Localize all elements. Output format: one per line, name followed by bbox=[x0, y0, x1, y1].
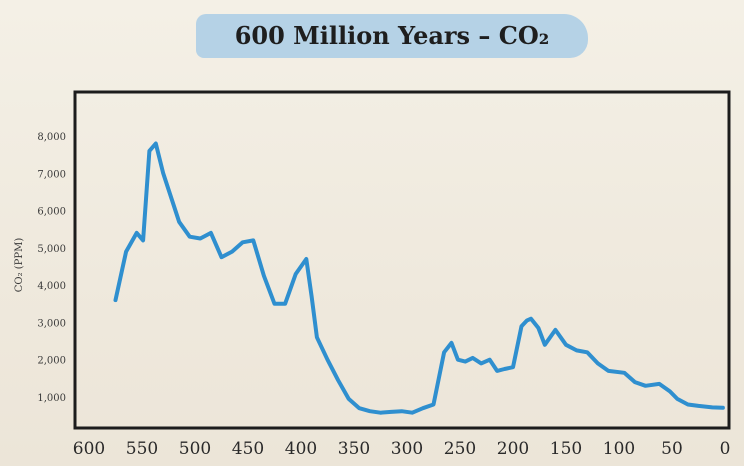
x-tick-label: 50 bbox=[661, 439, 683, 459]
y-tick-label: 1,000 bbox=[37, 393, 66, 404]
co2-series-line bbox=[113, 141, 725, 415]
y-tick-labels: 1,000 2,000 3,000 4,000 5,000 6,000 7,000 8,000 bbox=[37, 132, 66, 404]
x-tick-label: 600 bbox=[73, 439, 105, 459]
x-tick-label: 400 bbox=[285, 439, 317, 459]
y-tick-label: 4,000 bbox=[37, 281, 66, 292]
y-axis-label: CO₂ (PPM) bbox=[14, 238, 25, 293]
x-tick-label: 0 bbox=[720, 439, 731, 459]
chart-title: 600 Million Years – CO₂ bbox=[234, 21, 550, 50]
y-tick-label: 7,000 bbox=[37, 169, 66, 180]
y-tick-label: 6,000 bbox=[37, 207, 66, 218]
plot-frame bbox=[73, 90, 731, 430]
x-tick-label: 500 bbox=[179, 439, 211, 459]
x-tick-label: 350 bbox=[338, 439, 370, 459]
x-tick-label: 150 bbox=[550, 439, 582, 459]
y-tick-label: 5,000 bbox=[37, 244, 66, 255]
y-tick-label: 3,000 bbox=[37, 318, 66, 329]
x-tick-label: 250 bbox=[444, 439, 476, 459]
x-tick-label: 100 bbox=[603, 439, 635, 459]
title-banner bbox=[196, 14, 588, 58]
x-tick-label: 450 bbox=[232, 439, 264, 459]
y-tick-label: 8,000 bbox=[37, 132, 66, 143]
y-tick-label: 2,000 bbox=[37, 356, 66, 367]
x-tick-label: 200 bbox=[497, 439, 529, 459]
x-tick-label: 300 bbox=[391, 439, 423, 459]
x-tick-label: 550 bbox=[126, 439, 158, 459]
x-tick-labels: 600 550 500 450 400 350 300 250 200 150 100 50 0 bbox=[73, 439, 731, 459]
